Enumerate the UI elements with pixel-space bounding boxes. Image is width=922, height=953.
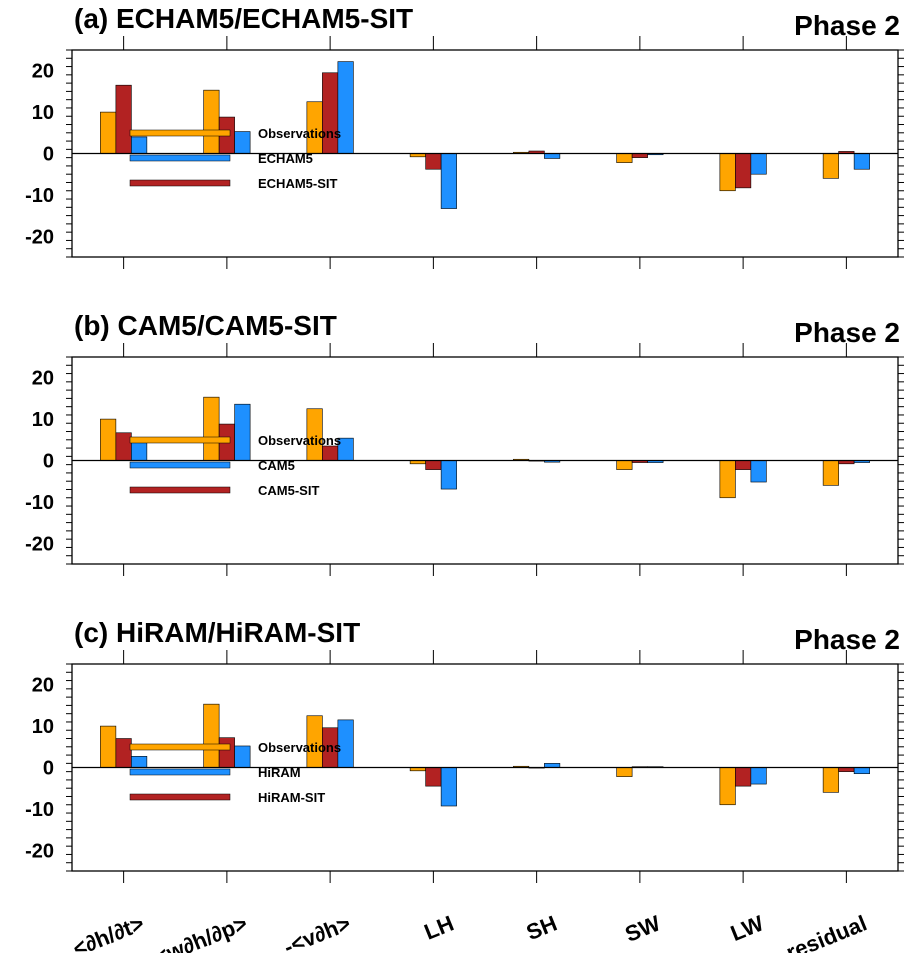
legend-label: ECHAM5-SIT <box>258 176 338 191</box>
bar-model_sit-2 <box>322 72 339 154</box>
bar-model_sit-2 <box>322 445 339 461</box>
bar-model_sit-6 <box>735 767 752 787</box>
panel-title: (c) HiRAM/HiRAM-SIT <box>74 617 360 648</box>
y-tick-label: -20 <box>25 533 54 555</box>
legend-swatch-model_sit <box>129 793 231 801</box>
bar-model_sit-7 <box>838 767 855 772</box>
bar-observations-0 <box>100 725 117 768</box>
y-tick-label: 20 <box>32 675 54 697</box>
y-tick-label: 10 <box>32 102 54 124</box>
bar-model-6 <box>750 767 767 785</box>
y-tick-label: 0 <box>43 144 54 166</box>
legend-label: HiRAM-SIT <box>258 790 325 805</box>
bar-observations-5 <box>616 153 633 163</box>
bar-model_sit-0 <box>115 738 132 768</box>
legend-label: HiRAM <box>258 765 301 780</box>
bar-observations-7 <box>822 460 839 486</box>
bar-observations-1 <box>203 89 220 154</box>
bar-observations-6 <box>719 767 736 806</box>
bar-model_sit-6 <box>735 460 752 470</box>
x-tick-label: residual <box>783 910 871 953</box>
x-tick-label: -<v∂h> <box>280 910 354 953</box>
legend-label: Observations <box>258 126 341 141</box>
bar-observations-1 <box>203 396 220 461</box>
legend-swatch-model <box>129 461 231 469</box>
bar-observations-0 <box>100 111 117 154</box>
chart-panel-1: (b) CAM5/CAM5-SIT Phase 2 -20 -10 0 10 20 Obser… <box>25 310 904 576</box>
x-tick-label: LW <box>727 910 767 946</box>
bar-model_sit-3 <box>425 153 442 170</box>
bar-model-7 <box>853 767 870 775</box>
bar-model_sit-3 <box>425 767 442 787</box>
phase-label: Phase 2 <box>794 624 900 655</box>
bar-observations-7 <box>822 767 839 793</box>
legend-swatch-model_sit <box>129 179 231 187</box>
bar-model-1 <box>234 745 251 768</box>
bar-model-4 <box>544 153 561 159</box>
bar-model-1 <box>234 403 251 461</box>
y-tick-label: 0 <box>43 758 54 780</box>
x-tick-label: -<w∂h/∂p> <box>144 910 251 953</box>
legend-swatch-observations <box>129 129 231 137</box>
phase-label: Phase 2 <box>794 317 900 348</box>
bar-model-3 <box>440 460 457 490</box>
y-tick-label: -10 <box>25 492 54 514</box>
y-tick-label: 20 <box>32 61 54 83</box>
legend-swatch-observations <box>129 436 231 444</box>
y-tick-label: 10 <box>32 716 54 738</box>
bar-model-7 <box>853 153 870 170</box>
x-tick-label: <∂h/∂t> <box>69 910 147 953</box>
legend-label: ECHAM5 <box>258 151 313 166</box>
y-tick-label: 10 <box>32 409 54 431</box>
bar-observations-5 <box>616 460 633 470</box>
bar-model_sit-5 <box>631 153 648 158</box>
bar-model_sit-0 <box>115 432 132 461</box>
bar-observations-5 <box>616 767 633 777</box>
y-tick-label: -20 <box>25 226 54 248</box>
bar-observations-1 <box>203 703 220 768</box>
bar-observations-6 <box>719 153 736 192</box>
bar-model-3 <box>440 767 457 807</box>
bar-model-3 <box>440 153 457 209</box>
legend-label: CAM5-SIT <box>258 483 319 498</box>
legend-swatch-model_sit <box>129 486 231 494</box>
bar-observations-7 <box>822 153 839 179</box>
bar-model-4 <box>544 763 561 768</box>
panel-title: (a) ECHAM5/ECHAM5-SIT <box>74 3 413 34</box>
bar-observations-0 <box>100 418 117 461</box>
y-tick-label: -10 <box>25 799 54 821</box>
bar-model-0 <box>131 756 148 768</box>
x-tick-label: SW <box>622 910 664 947</box>
bar-model-6 <box>750 460 767 483</box>
chart-panel-0: (a) ECHAM5/ECHAM5-SIT Phase 2 -20 -10 0 10 20 O… <box>25 3 904 269</box>
bar-model-1 <box>234 131 251 154</box>
legend-swatch-model <box>129 154 231 162</box>
y-tick-label: 0 <box>43 451 54 473</box>
bar-observations-6 <box>719 460 736 499</box>
legend-label: CAM5 <box>258 458 295 473</box>
legend-label: Observations <box>258 433 341 448</box>
legend-swatch-observations <box>129 743 231 751</box>
bar-model_sit-6 <box>735 153 752 189</box>
panel-title: (b) CAM5/CAM5-SIT <box>74 310 337 341</box>
y-tick-label: 20 <box>32 368 54 390</box>
x-tick-label: SH <box>523 910 561 945</box>
bar-model-6 <box>750 153 767 175</box>
phase-label: Phase 2 <box>794 10 900 41</box>
y-tick-label: -20 <box>25 840 54 862</box>
y-tick-label: -10 <box>25 185 54 207</box>
bar-model-0 <box>131 136 148 154</box>
x-tick-label: LH <box>421 910 458 944</box>
bar-model_sit-0 <box>115 84 132 154</box>
bar-model_sit-1 <box>218 737 235 768</box>
bar-model_sit-3 <box>425 460 442 470</box>
legend-label: Observations <box>258 740 341 755</box>
legend-swatch-model <box>129 768 231 776</box>
chart-panel-2: (c) HiRAM/HiRAM-SIT Phase 2 -20 -10 0 10 20 Obs… <box>25 617 904 883</box>
